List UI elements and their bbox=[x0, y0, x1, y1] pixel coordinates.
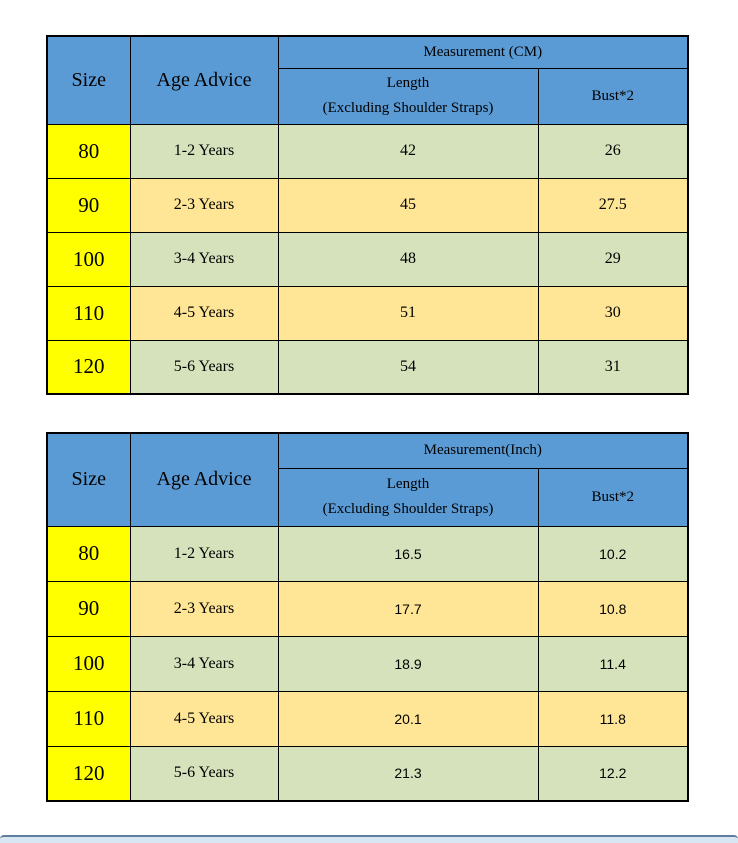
table-row: 90 2-3 Years 45 27.5 bbox=[46, 177, 689, 233]
age-advice-header-cell: Age Advice bbox=[129, 432, 279, 527]
size-cell: 110 bbox=[46, 690, 131, 747]
bust-cell: 31 bbox=[537, 339, 689, 395]
measurement-group-header: Measurement(Inch) bbox=[277, 432, 689, 469]
bust-cell: 26 bbox=[537, 123, 689, 179]
length-cell: 45 bbox=[277, 177, 539, 233]
bust-cell: 11.4 bbox=[537, 635, 689, 692]
table-row: 120 5-6 Years 54 31 bbox=[46, 339, 689, 395]
header-row-sub: Length (Excluding Shoulder Straps) Bust*… bbox=[47, 67, 689, 125]
header-row-sub: Length (Excluding Shoulder Straps) Bust*… bbox=[47, 467, 689, 527]
length-cell: 21.3 bbox=[277, 745, 539, 802]
length-cell: 18.9 bbox=[277, 635, 539, 692]
bust-cell: 10.2 bbox=[537, 525, 689, 582]
age-cell: 3-4 Years bbox=[129, 635, 279, 692]
size-table-inch: Size Age Advice Measurement(Inch) Length… bbox=[46, 432, 689, 802]
size-cell: 100 bbox=[46, 635, 131, 692]
length-header-line2: (Excluding Shoulder Straps) bbox=[322, 501, 494, 517]
age-cell: 4-5 Years bbox=[129, 690, 279, 747]
size-chart-inch-section: Size Age Advice Measurement(Inch) Length… bbox=[46, 432, 689, 802]
bust-cell: 27.5 bbox=[537, 177, 689, 233]
length-header-cell: Length (Excluding Shoulder Straps) bbox=[277, 467, 539, 527]
size-cell: 90 bbox=[46, 580, 131, 637]
length-cell: 17.7 bbox=[277, 580, 539, 637]
size-cell: 110 bbox=[46, 285, 131, 341]
length-cell: 20.1 bbox=[277, 690, 539, 747]
age-cell: 5-6 Years bbox=[129, 339, 279, 395]
size-table-cm-header: Size Age Advice Measurement (CM) Length … bbox=[46, 35, 689, 125]
length-header-cell: Length (Excluding Shoulder Straps) bbox=[277, 67, 539, 125]
size-cell: 80 bbox=[46, 123, 131, 179]
size-cell: 120 bbox=[46, 339, 131, 395]
table-row: 110 4-5 Years 20.1 11.8 bbox=[46, 690, 689, 747]
size-header-cell: Size bbox=[46, 432, 131, 527]
table-row: 80 1-2 Years 16.5 10.2 bbox=[46, 525, 689, 582]
age-cell: 4-5 Years bbox=[129, 285, 279, 341]
length-header-line2: (Excluding Shoulder Straps) bbox=[322, 100, 494, 116]
table-row: 80 1-2 Years 42 26 bbox=[46, 123, 689, 179]
table-row: 90 2-3 Years 17.7 10.8 bbox=[46, 580, 689, 637]
table-row: 110 4-5 Years 51 30 bbox=[46, 285, 689, 341]
age-cell: 2-3 Years bbox=[129, 580, 279, 637]
length-header-line1: Length bbox=[386, 75, 430, 92]
bust-cell: 29 bbox=[537, 231, 689, 287]
age-cell: 2-3 Years bbox=[129, 177, 279, 233]
table-row: 100 3-4 Years 48 29 bbox=[46, 231, 689, 287]
length-cell: 16.5 bbox=[277, 525, 539, 582]
length-cell: 51 bbox=[277, 285, 539, 341]
header-row-group: Size Age Advice Measurement(Inch) bbox=[46, 432, 689, 527]
table-row: 100 3-4 Years 18.9 11.4 bbox=[46, 635, 689, 692]
size-cell: 90 bbox=[46, 177, 131, 233]
size-table-inch-body: 80 1-2 Years 16.5 10.2 90 2-3 Years 17.7 10.8 10… bbox=[46, 525, 689, 802]
size-header-cell: Size bbox=[46, 35, 131, 125]
size-cell: 100 bbox=[46, 231, 131, 287]
age-cell: 1-2 Years bbox=[129, 123, 279, 179]
table-row: 120 5-6 Years 21.3 12.2 bbox=[46, 745, 689, 802]
age-cell: 5-6 Years bbox=[129, 745, 279, 802]
bottom-panel-edge bbox=[0, 835, 738, 843]
bust-header-cell: Bust*2 bbox=[537, 67, 689, 125]
bust-cell: 10.8 bbox=[537, 580, 689, 637]
bust-cell: 12.2 bbox=[537, 745, 689, 802]
length-cell: 42 bbox=[277, 123, 539, 179]
age-cell: 1-2 Years bbox=[129, 525, 279, 582]
age-cell: 3-4 Years bbox=[129, 231, 279, 287]
size-table-cm-body: 80 1-2 Years 42 26 90 2-3 Years 45 27.5 100 3-4 Y… bbox=[46, 123, 689, 395]
length-cell: 48 bbox=[277, 231, 539, 287]
size-cell: 120 bbox=[46, 745, 131, 802]
size-chart-cm-section: Size Age Advice Measurement (CM) Length … bbox=[46, 35, 689, 395]
header-row-group: Size Age Advice Measurement (CM) bbox=[46, 35, 689, 125]
length-header-line1: Length bbox=[386, 476, 430, 493]
size-cell: 80 bbox=[46, 525, 131, 582]
bust-cell: 11.8 bbox=[537, 690, 689, 747]
length-cell: 54 bbox=[277, 339, 539, 395]
bust-cell: 30 bbox=[537, 285, 689, 341]
size-table-cm: Size Age Advice Measurement (CM) Length … bbox=[46, 35, 689, 395]
age-advice-header-cell: Age Advice bbox=[129, 35, 279, 125]
bust-header-cell: Bust*2 bbox=[537, 467, 689, 527]
measurement-group-header: Measurement (CM) bbox=[277, 35, 689, 69]
size-table-inch-header: Size Age Advice Measurement(Inch) Length… bbox=[46, 432, 689, 527]
